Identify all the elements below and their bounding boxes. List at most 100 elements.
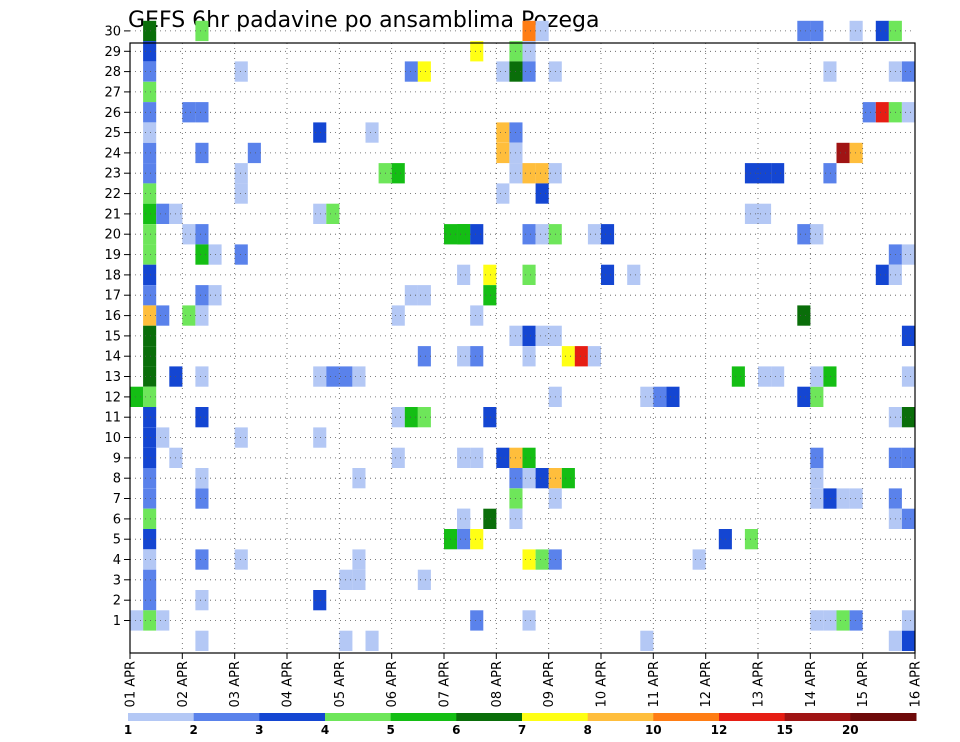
- x-tick-label: 07 APR: [438, 661, 453, 707]
- heatmap-cell: [888, 630, 902, 651]
- heatmap-cell: [143, 407, 157, 428]
- y-tick-label: 29: [104, 45, 121, 60]
- heatmap-cell: [143, 244, 157, 265]
- heatmap-cell: [143, 488, 157, 509]
- heatmap-cell: [195, 590, 209, 611]
- heatmap-cell: [417, 61, 431, 82]
- heatmap-cell: [470, 305, 484, 326]
- heatmap-cell: [522, 61, 536, 82]
- heatmap-cell: [483, 285, 497, 306]
- heatmap-cell: [666, 386, 680, 407]
- heatmap-cell: [535, 325, 549, 346]
- heatmap-cell: [156, 610, 170, 631]
- y-tick-label: 3: [113, 573, 121, 588]
- y-tick-label: 5: [113, 533, 121, 548]
- y-tick-label: 15: [104, 329, 121, 344]
- heatmap-cell: [862, 102, 876, 123]
- heatmap-cell: [810, 20, 824, 42]
- colorbar-label: 2: [190, 723, 198, 737]
- colorbar-label: 3: [255, 723, 263, 737]
- y-tick-label: 2: [113, 594, 121, 609]
- heatmap-cell: [522, 264, 536, 285]
- colorbar-label: 12: [711, 723, 728, 737]
- heatmap-cell: [143, 447, 157, 468]
- heatmap-cell: [417, 407, 431, 428]
- heatmap-cell: [849, 488, 863, 509]
- y-tick-label: 12: [104, 390, 121, 405]
- heatmap-cell: [143, 102, 157, 123]
- heatmap-cell: [457, 447, 471, 468]
- heatmap-cell: [143, 427, 157, 448]
- heatmap-cell: [640, 630, 654, 651]
- x-tick-label: 04 APR: [281, 661, 296, 707]
- heatmap-cell: [143, 163, 157, 184]
- heatmap-cell: [483, 264, 497, 285]
- heatmap-cell: [496, 142, 510, 164]
- colorbar-label: 15: [776, 723, 793, 737]
- heatmap-cell: [470, 346, 484, 367]
- heatmap-cell: [901, 325, 915, 346]
- heatmap-cell: [875, 20, 889, 42]
- heatmap-cell: [143, 569, 157, 590]
- colorbar-label: 10: [645, 723, 662, 737]
- heatmap-cell: [247, 142, 261, 164]
- x-tick-label: 03 APR: [228, 661, 243, 707]
- heatmap-cell: [901, 244, 915, 265]
- heatmap-cell: [417, 346, 431, 367]
- colorbar-label: 6: [452, 723, 460, 737]
- y-tick-label: 8: [113, 472, 121, 487]
- heatmap-cell: [692, 549, 706, 570]
- heatmap-cell: [143, 529, 157, 550]
- heatmap-cell: [404, 407, 418, 428]
- heatmap-cell: [901, 102, 915, 123]
- heatmap-cell: [731, 366, 745, 387]
- heatmap-cell: [470, 41, 484, 62]
- heatmap-cell: [797, 305, 811, 326]
- heatmap-cell: [234, 183, 248, 204]
- heatmap-cell: [234, 61, 248, 82]
- heatmap-cell: [875, 102, 889, 123]
- heatmap-cell: [143, 20, 157, 42]
- heatmap-cell: [875, 264, 889, 285]
- heatmap-cell: [313, 590, 327, 611]
- heatmap-cell: [810, 488, 824, 509]
- heatmap-cell: [143, 325, 157, 346]
- heatmap-cell: [587, 224, 601, 245]
- y-tick-label: 30: [104, 24, 121, 39]
- x-tick-label: 09 APR: [542, 661, 557, 707]
- heatmap-cell: [601, 224, 615, 245]
- heatmap-cell: [901, 630, 915, 651]
- heatmap-cell: [339, 630, 353, 651]
- heatmap-cell: [143, 346, 157, 367]
- heatmap-cell: [522, 41, 536, 62]
- heatmap-cell: [522, 224, 536, 245]
- y-tick-label: 14: [104, 350, 121, 365]
- heatmap-cell: [496, 447, 510, 468]
- heatmap-cell: [313, 203, 327, 224]
- colorbar-swatch: [587, 713, 654, 721]
- y-tick-label: 28: [104, 65, 121, 80]
- heatmap-cell: [182, 305, 196, 326]
- x-tick-label: 12 APR: [699, 661, 714, 707]
- heatmap-cell: [810, 468, 824, 489]
- colorbar-label: 1: [124, 723, 132, 737]
- y-tick-label: 23: [104, 167, 121, 182]
- heatmap-cell: [836, 610, 850, 631]
- heatmap-cell: [143, 183, 157, 204]
- colorbar-swatch: [390, 713, 457, 721]
- heatmap-cell: [810, 386, 824, 407]
- heatmap-cell: [901, 447, 915, 468]
- y-tick-label: 24: [104, 146, 121, 161]
- heatmap-cell: [823, 163, 837, 184]
- heatmap-cell: [483, 407, 497, 428]
- plot-frame: [129, 42, 916, 654]
- heatmap-cell: [143, 81, 157, 103]
- colorbar-label: 5: [387, 723, 395, 737]
- heatmap-cell: [195, 407, 209, 428]
- x-tick-label: 08 APR: [490, 661, 505, 707]
- heatmap-cell: [457, 529, 471, 550]
- heatmap-cell: [849, 142, 863, 164]
- heatmap-cell: [195, 285, 209, 306]
- heatmap-cell: [457, 508, 471, 529]
- colorbar-swatch: [522, 713, 589, 721]
